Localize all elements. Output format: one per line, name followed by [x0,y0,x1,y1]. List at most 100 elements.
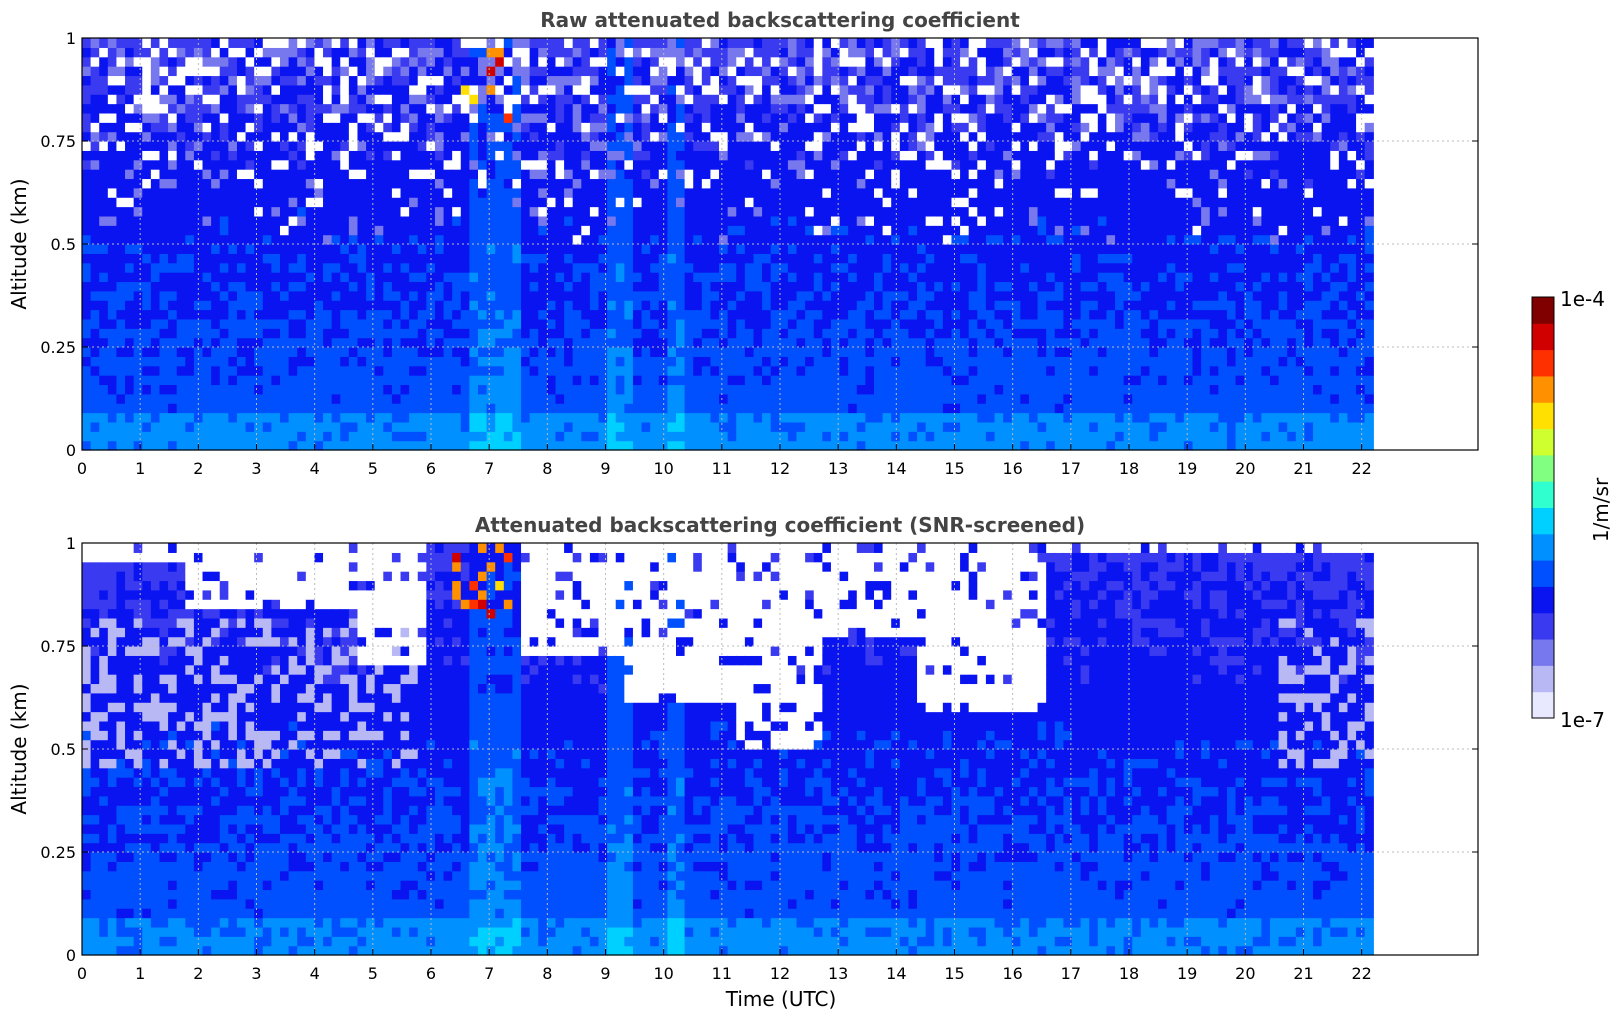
heatmap-cell [762,309,772,320]
heatmap-cell [615,440,625,451]
heatmap-cell [874,56,884,67]
heatmap-cell [607,234,617,245]
heatmap-cell [340,178,350,189]
heatmap-cell [116,384,126,395]
heatmap-cell [934,66,944,77]
heatmap-cell [116,347,126,357]
heatmap-cell [305,318,316,329]
heatmap-cell [856,365,866,376]
heatmap-cell [469,47,479,58]
heatmap-cell [348,290,359,301]
heatmap-cell [994,244,1004,254]
heatmap-cell [839,412,849,423]
heatmap-cell [1037,159,1047,170]
heatmap-cell [99,272,109,283]
heatmap-cell [899,318,910,329]
heatmap-cell [839,300,849,311]
heatmap-cell [908,393,918,404]
heatmap-cell [262,365,272,376]
heatmap-cell [521,159,531,170]
heatmap-cell [314,421,324,432]
heatmap-cell [434,103,445,114]
heatmap-cell [168,94,178,105]
heatmap-cell [624,141,634,151]
heatmap-cell [503,178,514,189]
heatmap-cell [391,215,402,226]
heatmap-cell [90,412,100,423]
heatmap-cell [116,215,126,226]
heatmap-cell [142,281,152,292]
heatmap-cell [495,169,505,180]
heatmap-cell [581,440,591,451]
heatmap-cell [142,318,152,329]
heatmap-cell [521,169,531,180]
heatmap-cell [366,112,376,123]
heatmap-cell [434,281,445,292]
heatmap-cell [495,103,505,114]
heatmap-cell [168,225,178,236]
heatmap-cell [236,393,247,404]
heatmap-cell [348,178,359,189]
heatmap-cell [830,197,841,208]
heatmap-cell [624,66,634,77]
heatmap-cell [865,365,875,376]
heatmap-cell [271,412,281,423]
heatmap-cell [822,337,832,348]
heatmap-cell [486,281,496,292]
heatmap-cell [736,225,746,236]
heatmap-cell [1054,347,1064,357]
heatmap-cell [676,150,686,161]
heatmap-cell [960,403,970,414]
heatmap-cell [1028,421,1039,432]
heatmap-cell [383,103,393,114]
heatmap-cell [727,103,737,114]
heatmap-cell [848,253,858,264]
heatmap-cell [805,206,815,217]
heatmap-cell [391,84,402,95]
heatmap-cell [676,84,686,95]
heatmap-cell [460,328,470,339]
heatmap-cell [856,56,866,67]
heatmap-cell [297,300,307,311]
heatmap-cell [564,440,574,451]
heatmap-cell [822,215,832,226]
heatmap-cell [736,94,746,105]
heatmap-cell [219,290,229,301]
heatmap-cell [409,141,419,151]
heatmap-cell [314,244,324,254]
heatmap-cell [409,440,419,451]
heatmap-cell [150,169,161,180]
heatmap-cell [762,337,772,348]
heatmap-cell [228,431,238,442]
heatmap-cell [1003,206,1013,217]
heatmap-cell [650,187,660,198]
heatmap-cell [409,412,419,423]
heatmap-cell [839,225,849,236]
heatmap-cell [1011,337,1021,348]
heatmap-cell [891,103,901,114]
heatmap-cell [297,337,307,348]
heatmap-cell [159,103,169,114]
heatmap-cell [323,169,333,180]
heatmap-cell [796,403,806,414]
heatmap-cell [262,412,272,423]
heatmap-cell [107,215,118,226]
heatmap-cell [90,131,100,142]
heatmap-cell [271,215,281,226]
heatmap-cell [107,403,118,414]
heatmap-cell [82,215,92,226]
heatmap-cell [994,234,1004,245]
heatmap-cell [546,290,557,301]
heatmap-cell [417,431,427,442]
heatmap-cell [624,328,634,339]
heatmap-cell [572,84,582,95]
heatmap-cell [581,244,591,254]
heatmap-cell [710,300,720,311]
heatmap-cell [193,150,204,161]
heatmap-cell [615,66,625,77]
heatmap-cell [632,206,643,217]
heatmap-cell [994,281,1004,292]
heatmap-cell [779,440,789,451]
heatmap-cell [1011,244,1021,254]
heatmap-cell [710,234,720,245]
